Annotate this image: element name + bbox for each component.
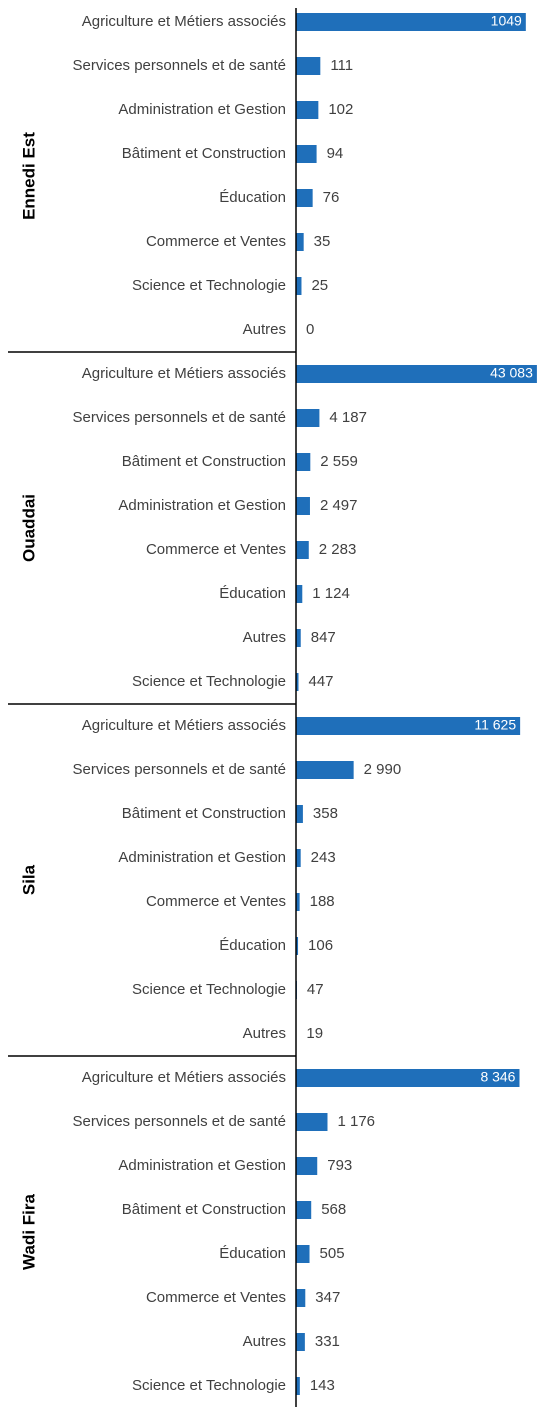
value-label: 447 bbox=[308, 673, 333, 690]
category-label: Autres bbox=[243, 629, 286, 646]
value-label: 505 bbox=[320, 1245, 345, 1262]
bar bbox=[296, 1113, 328, 1131]
value-label: 331 bbox=[315, 1333, 340, 1350]
bar bbox=[296, 497, 310, 515]
value-label: 2 283 bbox=[319, 541, 357, 558]
category-label: Autres bbox=[243, 1333, 286, 1350]
bar bbox=[296, 101, 319, 119]
category-label: Agriculture et Métiers associés bbox=[82, 717, 286, 734]
bar bbox=[296, 1377, 300, 1395]
value-label: 2 497 bbox=[320, 497, 358, 514]
category-label: Bâtiment et Construction bbox=[122, 1201, 286, 1218]
category-label: Agriculture et Métiers associés bbox=[82, 365, 286, 382]
bar bbox=[296, 1289, 306, 1307]
category-label: Administration et Gestion bbox=[118, 849, 286, 866]
bar bbox=[296, 277, 302, 295]
category-label: Commerce et Ventes bbox=[146, 541, 286, 558]
value-label: 11 625 bbox=[474, 717, 516, 733]
category-label: Commerce et Ventes bbox=[146, 1289, 286, 1306]
value-label: 8 346 bbox=[480, 1069, 515, 1085]
category-label: Science et Technologie bbox=[132, 277, 286, 294]
bar bbox=[296, 937, 299, 955]
value-label: 106 bbox=[308, 937, 333, 954]
bar bbox=[296, 189, 313, 207]
bar bbox=[296, 1333, 305, 1351]
category-label: Commerce et Ventes bbox=[146, 893, 286, 910]
category-label: Éducation bbox=[219, 937, 286, 954]
value-label: 35 bbox=[314, 233, 331, 250]
value-label: 347 bbox=[315, 1289, 340, 1306]
bar bbox=[296, 717, 521, 735]
value-label: 47 bbox=[307, 981, 324, 998]
category-label: Autres bbox=[243, 321, 286, 338]
bar bbox=[296, 629, 301, 647]
value-label: 2 559 bbox=[320, 453, 358, 470]
category-label: Bâtiment et Construction bbox=[122, 453, 286, 470]
value-label: 0 bbox=[306, 321, 314, 338]
bar bbox=[296, 453, 311, 471]
category-label: Services personnels et de santé bbox=[73, 761, 286, 778]
bar bbox=[296, 585, 303, 603]
category-label: Science et Technologie bbox=[132, 1377, 286, 1394]
category-label: Commerce et Ventes bbox=[146, 233, 286, 250]
bar bbox=[296, 849, 301, 867]
value-label: 2 990 bbox=[364, 761, 402, 778]
value-label: 1 124 bbox=[312, 585, 350, 602]
category-label: Administration et Gestion bbox=[118, 497, 286, 514]
category-label: Services personnels et de santé bbox=[73, 57, 286, 74]
category-label: Éducation bbox=[219, 585, 286, 602]
bar bbox=[296, 541, 309, 559]
value-label: 25 bbox=[311, 277, 328, 294]
region-label: Ouaddai bbox=[19, 494, 38, 562]
value-label: 847 bbox=[311, 629, 336, 646]
value-label: 4 187 bbox=[329, 409, 367, 426]
category-label: Bâtiment et Construction bbox=[122, 805, 286, 822]
value-label: 188 bbox=[310, 893, 335, 910]
category-label: Administration et Gestion bbox=[118, 101, 286, 118]
category-label: Agriculture et Métiers associés bbox=[82, 1069, 286, 1086]
category-label: Autres bbox=[243, 1025, 286, 1042]
value-label: 94 bbox=[327, 145, 344, 162]
value-label: 102 bbox=[328, 101, 353, 118]
bar bbox=[296, 145, 317, 163]
category-label: Agriculture et Métiers associés bbox=[82, 13, 286, 30]
value-label: 793 bbox=[327, 1157, 352, 1174]
value-label: 568 bbox=[321, 1201, 346, 1218]
value-label: 243 bbox=[311, 849, 336, 866]
bar bbox=[296, 761, 354, 779]
value-label: 43 083 bbox=[490, 365, 533, 381]
category-label: Science et Technologie bbox=[132, 673, 286, 690]
region-label: Ennedi Est bbox=[19, 132, 38, 220]
bar bbox=[296, 1069, 520, 1087]
bar bbox=[296, 1245, 310, 1263]
value-label: 76 bbox=[323, 189, 340, 206]
value-label: 1049 bbox=[491, 13, 522, 29]
value-label: 111 bbox=[330, 57, 353, 74]
value-label: 358 bbox=[313, 805, 338, 822]
region-label: Sila bbox=[19, 864, 38, 895]
bar bbox=[296, 1157, 318, 1175]
category-label: Bâtiment et Construction bbox=[122, 145, 286, 162]
bar bbox=[296, 1201, 312, 1219]
bar bbox=[296, 805, 303, 823]
value-label: 1 176 bbox=[337, 1113, 375, 1130]
bar bbox=[296, 57, 321, 75]
category-label: Éducation bbox=[219, 189, 286, 206]
bar bbox=[296, 233, 304, 251]
bar bbox=[296, 673, 299, 691]
category-label: Services personnels et de santé bbox=[73, 1113, 286, 1130]
category-label: Science et Technologie bbox=[132, 981, 286, 998]
category-label: Services personnels et de santé bbox=[73, 409, 286, 426]
category-label: Éducation bbox=[219, 1245, 286, 1262]
value-label: 19 bbox=[306, 1025, 323, 1042]
value-label: 143 bbox=[310, 1377, 335, 1394]
bar bbox=[296, 409, 320, 427]
category-label: Administration et Gestion bbox=[118, 1157, 286, 1174]
bar bbox=[296, 893, 300, 911]
bar bbox=[296, 365, 537, 383]
bar bbox=[296, 13, 526, 31]
region-label: Wadi Fira bbox=[19, 1194, 38, 1270]
